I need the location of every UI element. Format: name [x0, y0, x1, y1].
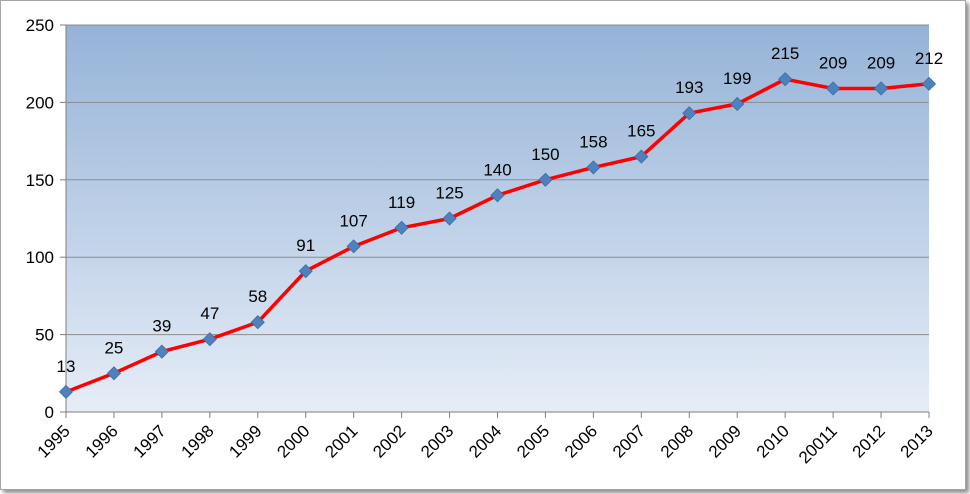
data-label: 212 [915, 49, 943, 68]
data-label: 107 [339, 211, 367, 230]
y-tick-label: 250 [26, 16, 54, 35]
data-label: 193 [675, 78, 703, 97]
data-point-marker [250, 315, 265, 330]
x-tick-label: 2003 [417, 421, 457, 461]
x-tick-label: 2002 [369, 421, 409, 461]
x-tick-label: 2010 [753, 421, 793, 461]
data-label: 39 [152, 317, 171, 336]
data-point-marker [586, 160, 601, 175]
data-label: 199 [723, 69, 751, 88]
axes [65, 25, 930, 418]
data-label: 140 [483, 160, 511, 179]
x-tick-label: 2012 [849, 421, 889, 461]
x-tick-label: 1996 [82, 421, 122, 461]
data-label: 209 [819, 53, 847, 72]
data-point-marker [346, 239, 361, 254]
y-axis-tick-labels: 0 50 100 150 200 250 [26, 16, 54, 422]
data-label: 25 [104, 338, 123, 357]
plot-area [66, 25, 929, 412]
data-labels: 13 25 39 47 58 91 107 119 125 140 150 158 165 193 199 2… [57, 44, 944, 376]
data-point-marker [58, 384, 74, 399]
y-tick-label: 150 [26, 171, 54, 190]
data-point-marker [682, 106, 697, 121]
x-tick-label: 2006 [561, 421, 601, 461]
data-label: 165 [627, 122, 655, 141]
y-tick-label: 50 [35, 326, 54, 345]
x-tick-label: 20011 [795, 421, 841, 467]
data-label: 215 [771, 44, 799, 63]
y-tick-label: 200 [26, 93, 54, 112]
data-point-marker [921, 76, 937, 91]
x-tick-label: 1995 [34, 421, 74, 461]
data-label: 119 [388, 193, 415, 212]
series-markers [58, 72, 937, 399]
x-tick-label: 2007 [609, 421, 649, 461]
x-tick-label: 1999 [225, 421, 265, 461]
x-tick-label: 2000 [273, 421, 313, 461]
data-label: 58 [248, 287, 267, 306]
data-point-marker [538, 172, 553, 187]
data-point-marker [442, 211, 457, 226]
data-label: 125 [435, 184, 463, 203]
data-point-marker [298, 264, 313, 279]
data-label: 91 [296, 236, 315, 255]
data-label: 47 [200, 304, 219, 323]
data-point-marker [873, 81, 889, 96]
data-point-marker [826, 81, 841, 96]
y-tick-label: 100 [26, 248, 54, 267]
data-point-marker [778, 72, 793, 87]
data-point-marker [394, 220, 409, 235]
data-point-marker [154, 344, 169, 359]
data-point-marker [634, 149, 649, 164]
x-tick-label: 2008 [657, 421, 697, 461]
data-label: 209 [867, 53, 895, 72]
x-axis-tick-labels: 1995 1996 1997 1998 1999 2000 2001 2002 2003 2004… [34, 421, 937, 467]
x-tick-label: 2001 [321, 421, 361, 461]
x-tick-label: 2013 [897, 421, 937, 461]
data-point-marker [202, 332, 217, 347]
y-tick-label: 0 [45, 403, 54, 422]
x-tick-label: 2004 [465, 421, 505, 461]
data-label: 158 [579, 132, 607, 151]
data-label: 150 [531, 145, 559, 164]
x-tick-label: 1998 [177, 421, 217, 461]
data-point-marker [730, 96, 745, 112]
x-tick-label: 1997 [130, 421, 170, 461]
data-point-marker [106, 366, 122, 381]
x-tick-label: 2009 [705, 421, 745, 461]
data-point-marker [490, 188, 505, 203]
x-tick-label: 2005 [513, 421, 553, 461]
data-label: 13 [57, 357, 76, 376]
